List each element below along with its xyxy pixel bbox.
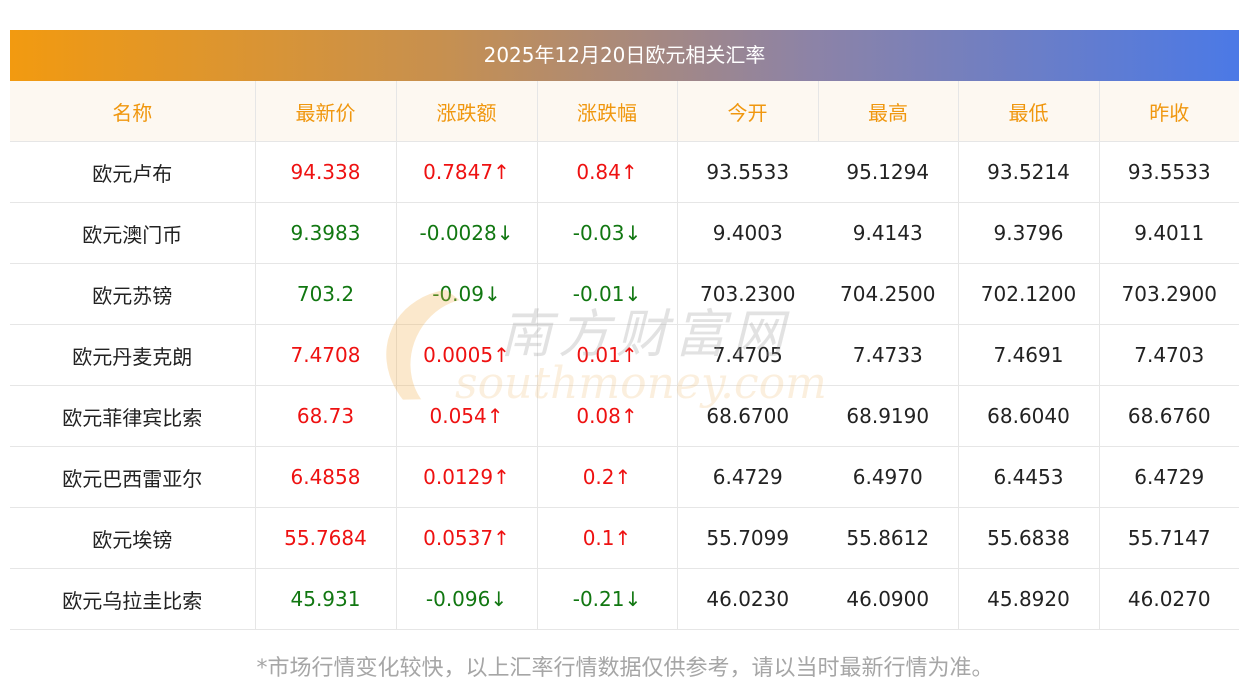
cell-change: 0.054↑	[395, 385, 537, 447]
cell-pct: 0.08↑	[536, 385, 677, 447]
cell-prev: 6.4729	[1098, 446, 1239, 508]
cell-low: 68.6040	[957, 385, 1099, 447]
cell-prev: 7.4703	[1098, 324, 1239, 386]
cell-change: 0.0537↑	[395, 507, 537, 569]
cell-name: 欧元乌拉圭比索	[10, 568, 255, 630]
header-high: 最高	[817, 81, 958, 142]
cell-last: 68.73	[254, 385, 396, 447]
cell-pct: -0.03↓	[536, 202, 677, 264]
cell-name: 欧元菲律宾比索	[10, 385, 255, 447]
rates-table-card: 2025年12月20日欧元相关汇率 名称 最新价 涨跌额 涨跌幅 今开 最高 最…	[10, 30, 1239, 630]
cell-low: 702.1200	[957, 263, 1099, 325]
cell-prev: 46.0270	[1098, 568, 1239, 630]
header-row: 名称 最新价 涨跌额 涨跌幅 今开 最高 最低 昨收	[10, 81, 1239, 142]
cell-open: 7.4705	[676, 324, 818, 386]
cell-last: 94.338	[254, 141, 396, 203]
cell-pct: -0.01↓	[536, 263, 677, 325]
table-row: 欧元苏镑 703.2 -0.09↓ -0.01↓ 703.2300 704.25…	[10, 263, 1239, 325]
cell-last: 6.4858	[254, 446, 396, 508]
cell-open: 93.5533	[676, 141, 818, 203]
table-row: 欧元菲律宾比索 68.73 0.054↑ 0.08↑ 68.6700 68.91…	[10, 385, 1239, 447]
table-row: 欧元乌拉圭比索 45.931 -0.096↓ -0.21↓ 46.0230 46…	[10, 568, 1239, 630]
cell-open: 55.7099	[676, 507, 818, 569]
header-low: 最低	[957, 81, 1099, 142]
cell-pct: 0.2↑	[536, 446, 677, 508]
table-row: 欧元埃镑 55.7684 0.0537↑ 0.1↑ 55.7099 55.861…	[10, 507, 1239, 569]
table-row: 欧元丹麦克朗 7.4708 0.0005↑ 0.01↑ 7.4705 7.473…	[10, 324, 1239, 386]
cell-last: 9.3983	[254, 202, 396, 264]
cell-name: 欧元苏镑	[10, 263, 255, 325]
table-row: 欧元巴西雷亚尔 6.4858 0.0129↑ 0.2↑ 6.4729 6.497…	[10, 446, 1239, 508]
cell-last: 45.931	[254, 568, 396, 630]
cell-high: 7.4733	[818, 324, 958, 386]
cell-name: 欧元埃镑	[10, 507, 255, 569]
header-name: 名称	[10, 81, 255, 142]
header-prev: 昨收	[1098, 81, 1239, 142]
header-change: 涨跌额	[395, 81, 537, 142]
header-pct: 涨跌幅	[536, 81, 677, 142]
header-last: 最新价	[254, 81, 396, 142]
cell-pct: 0.1↑	[536, 507, 677, 569]
cell-name: 欧元巴西雷亚尔	[10, 446, 255, 508]
table-row: 欧元澳门币 9.3983 -0.0028↓ -0.03↓ 9.4003 9.41…	[10, 202, 1239, 264]
cell-high: 704.2500	[818, 263, 958, 325]
cell-pct: -0.21↓	[536, 568, 677, 630]
cell-last: 703.2	[254, 263, 396, 325]
cell-change: 0.0129↑	[395, 446, 537, 508]
cell-prev: 55.7147	[1098, 507, 1239, 569]
cell-last: 55.7684	[254, 507, 396, 569]
cell-open: 68.6700	[676, 385, 818, 447]
table-title: 2025年12月20日欧元相关汇率	[10, 30, 1239, 81]
cell-high: 95.1294	[818, 141, 958, 203]
cell-high: 9.4143	[818, 202, 958, 264]
rates-table: 名称 最新价 涨跌额 涨跌幅 今开 最高 最低 昨收 欧元卢布 94.338 0…	[10, 81, 1239, 630]
table-row: 欧元卢布 94.338 0.7847↑ 0.84↑ 93.5533 95.129…	[10, 141, 1239, 203]
cell-prev: 93.5533	[1098, 141, 1239, 203]
cell-low: 7.4691	[957, 324, 1099, 386]
cell-prev: 68.6760	[1098, 385, 1239, 447]
cell-change: 0.0005↑	[395, 324, 537, 386]
cell-low: 9.3796	[957, 202, 1099, 264]
cell-change: -0.096↓	[395, 568, 537, 630]
header-open: 今开	[676, 81, 818, 142]
cell-name: 欧元丹麦克朗	[10, 324, 255, 386]
cell-pct: 0.01↑	[536, 324, 677, 386]
cell-change: -0.0028↓	[395, 202, 537, 264]
cell-high: 6.4970	[818, 446, 958, 508]
cell-change: 0.7847↑	[395, 141, 537, 203]
cell-open: 6.4729	[676, 446, 818, 508]
cell-prev: 703.2900	[1098, 263, 1239, 325]
cell-open: 9.4003	[676, 202, 818, 264]
cell-high: 68.9190	[818, 385, 958, 447]
disclaimer-footnote: *市场行情变化较快，以上汇率行情数据仅供参考，请以当时最新行情为准。	[256, 656, 994, 681]
cell-name: 欧元卢布	[10, 141, 255, 203]
cell-high: 46.0900	[818, 568, 958, 630]
cell-pct: 0.84↑	[536, 141, 677, 203]
cell-high: 55.8612	[818, 507, 958, 569]
cell-prev: 9.4011	[1098, 202, 1239, 264]
cell-low: 45.8920	[957, 568, 1099, 630]
cell-name: 欧元澳门币	[10, 202, 255, 264]
cell-low: 93.5214	[957, 141, 1099, 203]
cell-last: 7.4708	[254, 324, 396, 386]
cell-change: -0.09↓	[395, 263, 537, 325]
cell-open: 703.2300	[676, 263, 818, 325]
cell-open: 46.0230	[676, 568, 818, 630]
cell-low: 55.6838	[957, 507, 1099, 569]
cell-low: 6.4453	[957, 446, 1099, 508]
